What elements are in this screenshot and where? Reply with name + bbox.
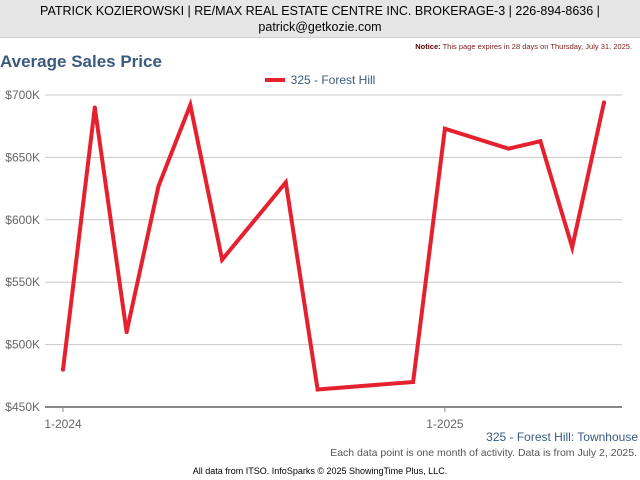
data-point [220, 257, 225, 262]
y-tick-label: $700K [5, 88, 40, 102]
chart-title: Average Sales Price [0, 52, 162, 71]
agent-email[interactable]: patrick@getkozie.com [258, 20, 382, 34]
data-point [442, 126, 447, 131]
data-point [538, 139, 543, 144]
x-tick-label: 1-2025 [426, 417, 464, 431]
series-line [61, 97, 606, 392]
notice-label: Notice: [415, 42, 441, 51]
data-point [124, 330, 129, 335]
header-bar: PATRICK KOZIEROWSKI | RE/MAX REAL ESTATE… [0, 0, 640, 38]
data-point [283, 180, 288, 185]
data-point [156, 184, 161, 189]
y-tick-label: $500K [5, 338, 40, 352]
data-note: Each data point is one month of activity… [330, 447, 637, 459]
data-point [570, 245, 575, 250]
y-tick-label: $650K [5, 150, 40, 164]
footer-credit: All data from ITSO. InfoSparks © 2025 Sh… [192, 466, 448, 476]
y-tick-label: $600K [5, 213, 40, 227]
x-tick-label: 1-2024 [44, 417, 82, 431]
chart-legend[interactable]: 325 - Forest Hill [0, 73, 640, 87]
data-point [188, 102, 193, 107]
notice-text: This page expires in 28 days on Thursday… [442, 42, 632, 51]
y-tick-label: $550K [5, 275, 40, 289]
agent-info: PATRICK KOZIEROWSKI | RE/MAX REAL ESTATE… [40, 4, 600, 18]
data-point [506, 146, 511, 151]
data-point [92, 105, 97, 110]
data-point [411, 380, 416, 385]
chart-subtitle: 325 - Forest Hill: Townhouse [486, 430, 638, 444]
legend-swatch [264, 77, 285, 82]
data-point [61, 367, 65, 372]
data-point [315, 387, 320, 392]
expiry-notice: Notice: This page expires in 28 days on … [415, 42, 632, 51]
y-tick-label: $450K [5, 400, 40, 414]
legend-label: 325 - Forest Hill [290, 73, 376, 87]
data-point [602, 100, 606, 105]
